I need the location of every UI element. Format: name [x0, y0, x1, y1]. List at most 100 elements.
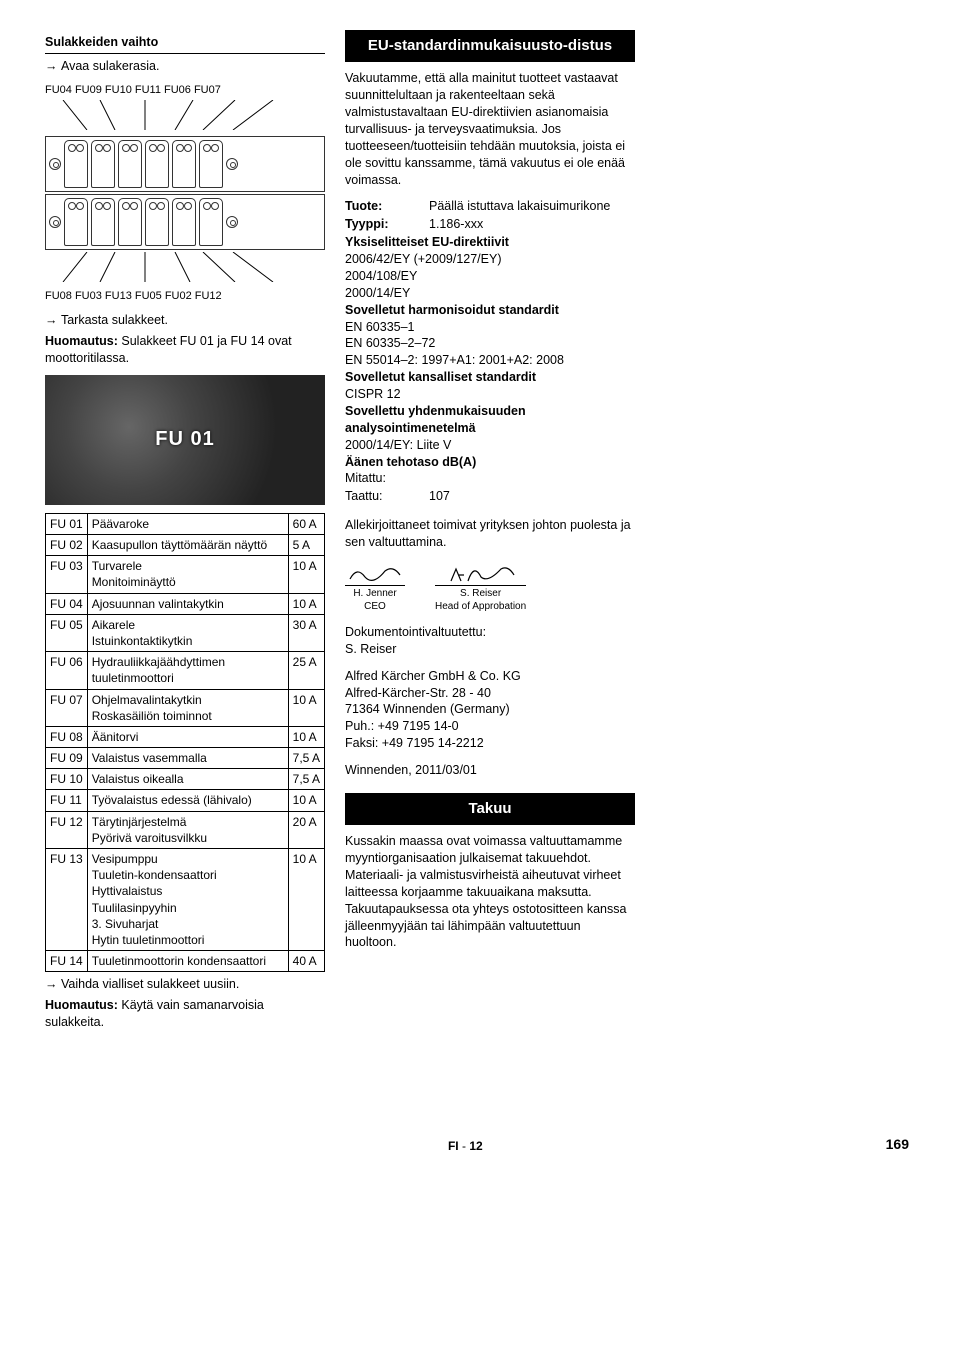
footer-sep: -: [459, 1139, 470, 1153]
page-content: Sulakkeiden vaihto Avaa sulakerasia. FU0…: [45, 30, 909, 1035]
signatories-para: Allekirjoittaneet toimivat yrityksen joh…: [345, 517, 635, 551]
fuse-desc-cell: Valaistus oikealla: [87, 769, 288, 790]
fuse-id-cell: FU 02: [46, 535, 88, 556]
signature-role: CEO: [345, 600, 405, 614]
signature-1: H. Jenner CEO: [345, 561, 405, 614]
fuse-row-top: [45, 136, 325, 192]
fuse-amp-cell: 60 A: [288, 513, 324, 534]
fuse-id-cell: FU 10: [46, 769, 88, 790]
kv-product: Tuote: Päällä istuttava lakaisuimurikone: [345, 198, 635, 215]
company-fax: Faksi: +49 7195 14-2212: [345, 735, 635, 752]
fuse-amp-cell: 10 A: [288, 593, 324, 614]
fuse-desc-cell: Työvalaistus edessä (lähivalo): [87, 790, 288, 811]
fuse-id-cell: FU 03: [46, 556, 88, 593]
product-label: Tuote:: [345, 198, 429, 215]
fuse-row-bottom: [45, 194, 325, 250]
list-item: 2006/42/EY (+2009/127/EY): [345, 251, 635, 268]
directives-list: 2006/42/EY (+2009/127/EY)2004/108/EY2000…: [345, 251, 635, 302]
fuse-slot: [145, 198, 169, 246]
fuse-id-cell: FU 12: [46, 811, 88, 848]
table-row: FU 09Valaistus vasemmalla7,5 A: [46, 748, 325, 769]
fuse-desc-cell: Valaistus vasemmalla: [87, 748, 288, 769]
footer-lang: FI: [448, 1139, 459, 1153]
sound-measured: Mitattu:: [345, 470, 635, 487]
fuse-amp-cell: 10 A: [288, 556, 324, 593]
step-open-fusebox: Avaa sulakerasia.: [45, 58, 325, 75]
fuse-id-cell: FU 07: [46, 689, 88, 726]
screw-icon: [226, 158, 238, 170]
fuse-slot: [118, 140, 142, 188]
table-row: FU 07Ohjelmavalintakytkin Roskasäiliön t…: [46, 689, 325, 726]
fuse-slot: [199, 198, 223, 246]
heading-fuse-change: Sulakkeiden vaihto: [45, 34, 325, 54]
column-right: EU-standardinmukaisuusto-distus Vakuutam…: [345, 30, 635, 1035]
fuse-amp-cell: 7,5 A: [288, 748, 324, 769]
screw-icon: [226, 216, 238, 228]
table-row: FU 02Kaasupullon täyttömäärän näyttö5 A: [46, 535, 325, 556]
product-value: Päällä istuttava lakaisuimurikone: [429, 198, 635, 215]
signature-block: H. Jenner CEO S. Reiser Head of Approbat…: [345, 561, 635, 614]
step-check-fuses: Tarkasta sulakkeet.: [45, 312, 325, 329]
heading-harmonized: Sovelletut harmonisoidut standardit: [345, 302, 635, 319]
fuse-id-cell: FU 06: [46, 652, 88, 689]
table-row: FU 01Päävaroke60 A: [46, 513, 325, 534]
conformity-method-value: 2000/14/EY: Liite V: [345, 437, 635, 454]
fuse-amp-cell: 7,5 A: [288, 769, 324, 790]
screw-icon: [49, 216, 61, 228]
fuse-desc-cell: Tuuletinmoottorin kondensaattori: [87, 951, 288, 972]
table-row: FU 06Hydrauliikkajäähdyttimen tuuletinmo…: [46, 652, 325, 689]
table-row: FU 03Turvarele Monitoiminäyttö10 A: [46, 556, 325, 593]
list-item: EN 60335–2–72: [345, 335, 635, 352]
table-row: FU 14Tuuletinmoottorin kondensaattori40 …: [46, 951, 325, 972]
step-replace-fuses: Vaihda vialliset sulakkeet uusiin.: [45, 976, 325, 993]
company-address2: 71364 Winnenden (Germany): [345, 701, 635, 718]
heading-national: Sovelletut kansalliset standardit: [345, 369, 635, 386]
kv-type: Tyyppi: 1.186-xxx: [345, 216, 635, 233]
fuse-id-cell: FU 08: [46, 726, 88, 747]
fuse-labels-top: FU04 FU09 FU10 FU11 FU06 FU07: [45, 81, 325, 100]
heading-directives: Yksiselitteiset EU-direktiivit: [345, 234, 635, 251]
fuse-amp-cell: 10 A: [288, 726, 324, 747]
fuse-labels-bottom: FU08 FU03 FU13 FU05 FU02 FU12: [45, 287, 325, 306]
eu-declaration-text: Vakuutamme, että alla mainitut tuotteet …: [345, 70, 635, 188]
note-label: Huomautus:: [45, 998, 118, 1012]
list-item: 2000/14/EY: [345, 285, 635, 302]
signature-name: H. Jenner: [345, 585, 405, 601]
table-row: FU 11Työvalaistus edessä (lähivalo)10 A: [46, 790, 325, 811]
fuse-amp-cell: 10 A: [288, 790, 324, 811]
fuse-desc-cell: Turvarele Monitoiminäyttö: [87, 556, 288, 593]
national-list: CISPR 12: [345, 386, 635, 403]
table-row: FU 04Ajosuunnan valintakytkin10 A: [46, 593, 325, 614]
fuse-slot: [118, 198, 142, 246]
list-item: CISPR 12: [345, 386, 635, 403]
doc-agent-label: Dokumentointivaltuutettu:: [345, 624, 635, 641]
fuse-slot: [64, 140, 88, 188]
heading-warranty: Takuu: [345, 793, 635, 825]
doc-agent-name: S. Reiser: [345, 641, 635, 658]
signature-role: Head of Approbation: [435, 600, 526, 614]
list-item: EN 55014–2: 1997+A1: 2001+A2: 2008: [345, 352, 635, 369]
table-row: FU 12Tärytinjärjestelmä Pyörivä varoitus…: [46, 811, 325, 848]
signature-script: [345, 561, 405, 585]
table-row: FU 08Äänitorvi10 A: [46, 726, 325, 747]
heading-sound-level: Äänen tehotaso dB(A): [345, 454, 635, 471]
fuse-desc-cell: Vesipumppu Tuuletin-kondensaattori Hytti…: [87, 849, 288, 951]
fuse-id-cell: FU 09: [46, 748, 88, 769]
fuse-amp-cell: 25 A: [288, 652, 324, 689]
fuse-desc-cell: Aikarele Istuinkontaktikytkin: [87, 614, 288, 651]
note-same-rating: Huomautus: Käytä vain samanarvoisia sula…: [45, 997, 325, 1031]
signature-script: [435, 561, 526, 585]
fuse-amp-cell: 20 A: [288, 811, 324, 848]
guaranteed-value: 107: [429, 488, 450, 505]
fuse-desc-cell: Hydrauliikkajäähdyttimen tuuletinmoottor…: [87, 652, 288, 689]
fuse-id-cell: FU 01: [46, 513, 88, 534]
fuse-id-cell: FU 11: [46, 790, 88, 811]
fuse-slot: [91, 140, 115, 188]
footer-sub-page: 12: [469, 1139, 482, 1153]
table-row: FU 05Aikarele Istuinkontaktikytkin30 A: [46, 614, 325, 651]
note-label: Huomautus:: [45, 334, 118, 348]
fuse-amp-cell: 30 A: [288, 614, 324, 651]
fuse-diagram: FU04 FU09 FU10 FU11 FU06 FU07: [45, 81, 325, 306]
photo-fu01: FU 01: [45, 375, 325, 505]
fuse-lines-bottom: [45, 252, 305, 282]
